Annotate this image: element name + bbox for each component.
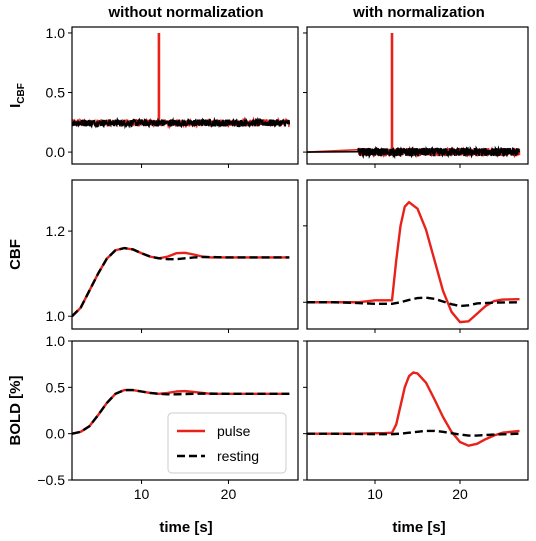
series-resting (307, 296, 520, 308)
x-axis-label-left: time [s] (159, 519, 212, 536)
series-resting (72, 388, 290, 435)
x-tick-label: 20 (221, 486, 237, 502)
series-resting (307, 429, 520, 437)
y-tick-label: 1.0 (46, 308, 66, 324)
legend-label-pulse: pulse (217, 423, 251, 439)
y-tick-label: −0.5 (37, 472, 65, 488)
legend-label-resting: resting (217, 448, 259, 464)
x-tick-label: 10 (134, 486, 150, 502)
column-title-right: with normalization (352, 4, 485, 21)
y-axis-label: BOLD [%] (7, 376, 24, 446)
y-tick-label: 0.5 (46, 85, 66, 101)
x-tick-label: 20 (452, 486, 468, 502)
series-resting (72, 246, 290, 318)
plot-frame (306, 179, 529, 330)
panel-r1-c1 (303, 179, 529, 333)
plot-frame (71, 179, 299, 330)
x-axis-label-right: time [s] (392, 519, 445, 536)
column-title-left: without normalization (108, 4, 264, 21)
panel-r0-c1 (303, 26, 529, 168)
plot-frame (306, 26, 529, 165)
y-axis-label: ICBF (7, 83, 27, 108)
panel-r2-c0: −0.5 0.0 0.5 1.0 10 20 BOLD [%] (7, 333, 299, 502)
plot-frame (306, 340, 529, 481)
y-axis-label: CBF (7, 239, 24, 270)
series-resting-noise (307, 145, 521, 160)
x-tick-label: 10 (367, 486, 383, 502)
panel-r0-c0: 0.0 0.5 1.0 ICBF (7, 25, 299, 168)
series-resting-noise (72, 116, 291, 130)
y-tick-label: 1.0 (46, 25, 66, 41)
panel-r1-c0: 1.0 1.2 CBF (7, 179, 299, 333)
plot-frame (71, 26, 299, 165)
y-tick-label: 0.0 (46, 426, 66, 442)
legend-box (167, 412, 287, 474)
panel-r2-c1: 10 20 (303, 340, 529, 502)
series-pulse (307, 200, 520, 324)
y-tick-label: 1.0 (46, 333, 66, 349)
plot-frame (71, 340, 299, 481)
legend: pulse resting (167, 412, 287, 474)
y-tick-label: 0.0 (46, 144, 66, 160)
y-tick-label: 1.2 (46, 223, 66, 239)
y-tick-label: 0.5 (46, 379, 66, 395)
